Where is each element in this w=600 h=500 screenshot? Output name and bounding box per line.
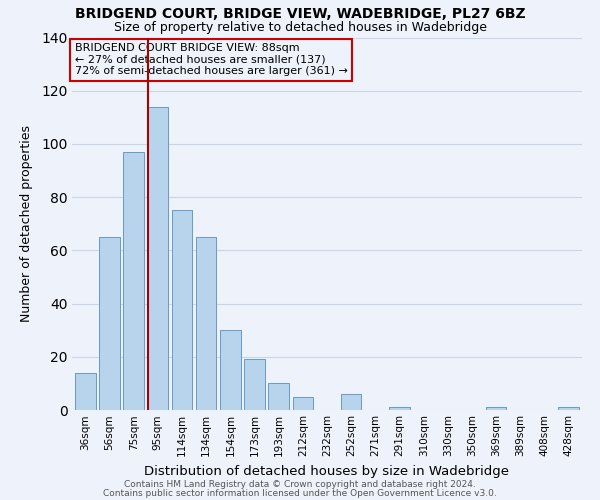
Bar [124, 152, 144, 410]
Bar [148, 106, 168, 410]
Bar [389, 408, 410, 410]
Text: Contains public sector information licensed under the Open Government Licence v3: Contains public sector information licen… [103, 489, 497, 498]
Bar [268, 384, 289, 410]
Bar [341, 394, 361, 410]
Y-axis label: Number of detached properties: Number of detached properties [20, 125, 33, 322]
Bar [293, 396, 313, 410]
Text: Contains HM Land Registry data © Crown copyright and database right 2024.: Contains HM Land Registry data © Crown c… [124, 480, 476, 489]
X-axis label: Distribution of detached houses by size in Wadebridge: Distribution of detached houses by size … [145, 464, 509, 477]
Bar [172, 210, 192, 410]
Bar [75, 373, 95, 410]
Text: BRIDGEND COURT BRIDGE VIEW: 88sqm
← 27% of detached houses are smaller (137)
72%: BRIDGEND COURT BRIDGE VIEW: 88sqm ← 27% … [74, 43, 347, 76]
Bar [486, 408, 506, 410]
Bar [99, 237, 120, 410]
Bar [559, 408, 579, 410]
Bar [220, 330, 241, 410]
Text: BRIDGEND COURT, BRIDGE VIEW, WADEBRIDGE, PL27 6BZ: BRIDGEND COURT, BRIDGE VIEW, WADEBRIDGE,… [74, 8, 526, 22]
Bar [244, 360, 265, 410]
Bar [196, 237, 217, 410]
Text: Size of property relative to detached houses in Wadebridge: Size of property relative to detached ho… [113, 21, 487, 34]
